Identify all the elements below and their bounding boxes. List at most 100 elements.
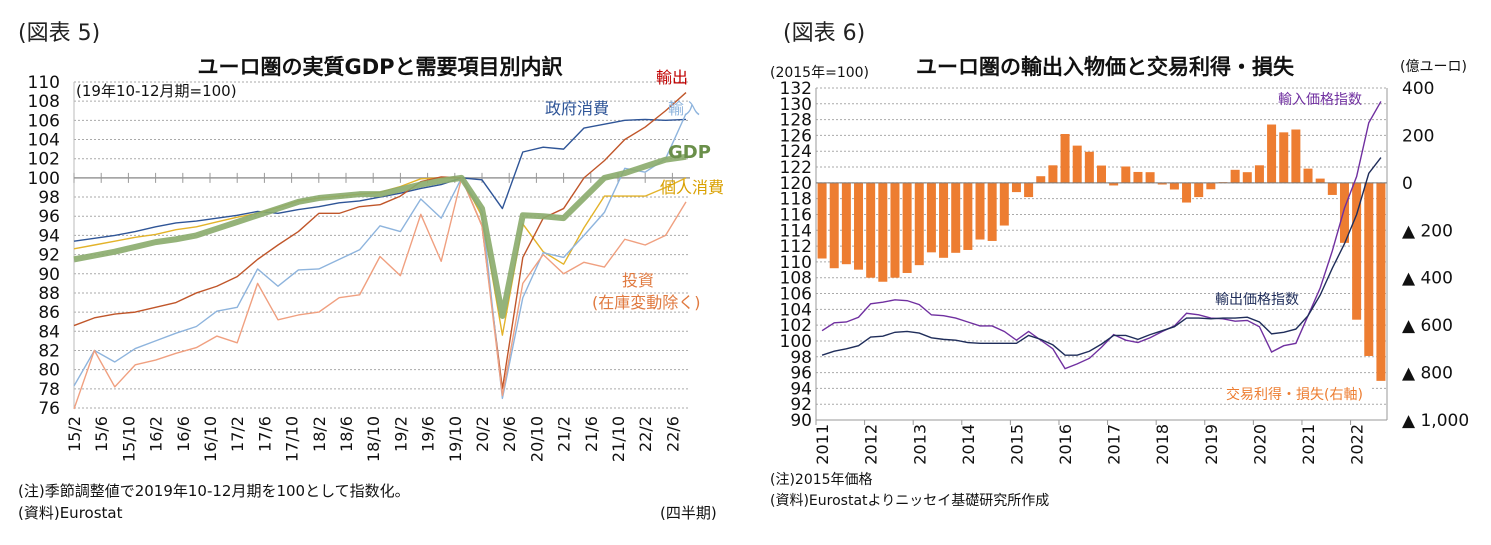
- bar: [1315, 178, 1325, 183]
- x-tick-label: 22/6: [663, 416, 682, 452]
- x-tick-label: 20/6: [500, 416, 519, 452]
- series-line-輸出: [73, 92, 687, 390]
- x-tick-label: 16/2: [147, 416, 166, 452]
- series-line-輸出価格指数: [821, 157, 1382, 356]
- y-tick-label: 96: [38, 207, 60, 227]
- bar: [1036, 176, 1046, 183]
- right-tick-label: ▲ 600: [1402, 316, 1453, 336]
- bar: [1327, 182, 1337, 195]
- right-tick-label: ▲ 400: [1402, 269, 1453, 289]
- y-tick-label: 82: [38, 341, 60, 361]
- left-tick-label: 118: [780, 190, 812, 210]
- left-tick-label: 122: [780, 158, 812, 178]
- series-line-輸入価格指数: [821, 101, 1382, 370]
- note: (注)2015年価格: [770, 472, 873, 488]
- y-tick-label: 100: [28, 169, 60, 189]
- bar: [951, 182, 961, 253]
- left-axis-unit: (2015年=100): [770, 65, 869, 81]
- bar: [829, 182, 839, 269]
- bar: [841, 182, 851, 265]
- x-tick-label: 2019: [1202, 424, 1221, 465]
- left-tick-label: 104: [780, 300, 812, 320]
- right-axis-unit: (億ユーロ): [1400, 59, 1467, 75]
- bar: [1060, 134, 1070, 183]
- y-tick-label: 78: [38, 380, 60, 400]
- bar: [854, 182, 864, 270]
- bar: [1157, 182, 1167, 185]
- bar: [1133, 171, 1143, 183]
- left-tick-label: 94: [790, 379, 812, 399]
- right-tick-label: ▲ 1,000: [1402, 411, 1469, 431]
- chart6-title: ユーロ圏の輸出入物価と交易利得・損失: [916, 55, 1295, 79]
- right-tick-label: ▲ 800: [1402, 364, 1453, 384]
- legend-label: 輸出価格指数: [1215, 292, 1299, 308]
- x-tick-label: 2021: [1299, 424, 1318, 465]
- left-tick-label: 130: [780, 95, 812, 115]
- x-tick-label: 19/6: [419, 416, 438, 452]
- bar: [987, 182, 997, 241]
- bar: [1072, 145, 1082, 183]
- left-tick-label: 132: [780, 79, 812, 99]
- left-tick-label: 92: [790, 395, 812, 415]
- series-line-投資(在庫変動除く): [73, 177, 687, 410]
- series-line-輸入: [73, 113, 687, 400]
- bar: [1206, 182, 1216, 190]
- bar: [1254, 165, 1264, 183]
- x-tick-label: 18/10: [364, 416, 383, 462]
- bar: [1291, 129, 1301, 183]
- legend-label: (在庫変動除く): [592, 293, 701, 312]
- bar: [999, 182, 1009, 226]
- source: (資料)Eurostatよりニッセイ基礎研究所作成: [770, 492, 1049, 509]
- bar: [1097, 165, 1106, 183]
- left-tick-label: 100: [780, 332, 812, 352]
- bar: [939, 182, 949, 258]
- bar: [914, 182, 924, 266]
- x-tick-label: 2018: [1153, 424, 1172, 465]
- left-tick-label: 116: [780, 205, 812, 225]
- legend-label: 輸出: [656, 68, 688, 87]
- y-tick-label: 110: [28, 73, 60, 93]
- x-tick-label: 2020: [1250, 424, 1269, 465]
- legend-label: GDP: [668, 142, 711, 163]
- y-tick-label: 86: [38, 303, 60, 323]
- right-tick-label: 400: [1402, 79, 1434, 99]
- y-tick-label: 108: [28, 92, 60, 112]
- left-tick-label: 114: [780, 221, 812, 241]
- x-tick-label: 16/6: [174, 416, 193, 452]
- x-tick-label: 22/2: [636, 416, 655, 452]
- right-tick-label: 0: [1402, 174, 1413, 194]
- bar: [1339, 182, 1349, 243]
- x-tick-label: 15/10: [119, 416, 138, 462]
- bar: [1376, 182, 1386, 381]
- bar: [866, 182, 876, 278]
- bar: [1084, 151, 1094, 183]
- x-unit-label: (四半期): [660, 504, 717, 522]
- bar: [1279, 132, 1289, 183]
- left-tick-label: 126: [780, 126, 812, 146]
- x-tick-label: 15/6: [92, 416, 111, 452]
- bar: [878, 182, 888, 282]
- bar: [1145, 172, 1155, 183]
- right-tick-label: ▲ 200: [1402, 221, 1453, 241]
- x-tick-label: 2012: [862, 424, 881, 465]
- x-tick-label: 2013: [910, 424, 929, 465]
- bar: [1121, 166, 1131, 183]
- series-line-GDP: [73, 153, 687, 319]
- x-tick-label: 19/10: [446, 416, 465, 462]
- bar: [963, 182, 973, 250]
- left-tick-label: 106: [780, 285, 812, 305]
- x-tick-label: 17/2: [228, 416, 247, 452]
- bar: [1352, 182, 1362, 320]
- left-tick-label: 102: [780, 316, 812, 336]
- bar: [1230, 169, 1240, 183]
- left-tick-label: 90: [790, 411, 812, 431]
- bar: [1194, 182, 1204, 198]
- x-tick-label: 17/10: [283, 416, 302, 462]
- bar: [1242, 172, 1252, 183]
- legend-label: 投資: [622, 271, 654, 290]
- left-tick-label: 96: [790, 364, 812, 384]
- legend-label: 交易利得・損失(右軸): [1226, 386, 1363, 403]
- y-tick-label: 102: [28, 150, 60, 170]
